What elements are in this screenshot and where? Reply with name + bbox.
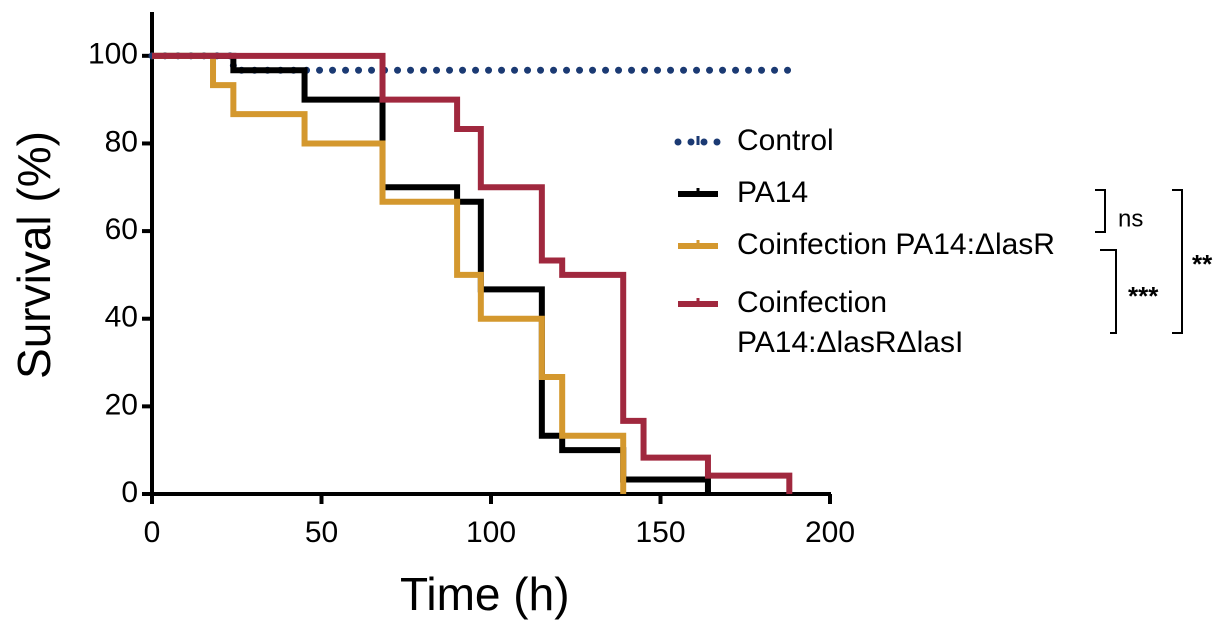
survival-line	[152, 52, 793, 494]
legend-label: Coinfection PA14:ΔlasRΔlasI	[737, 286, 964, 359]
bracket	[1095, 189, 1106, 233]
x-tick-label: 50	[305, 516, 338, 549]
x-tick-label: 0	[144, 516, 161, 549]
legend-label: PA14	[737, 176, 809, 209]
y-tick-label: 20	[105, 388, 138, 421]
y-axis-label: Survival (%)	[8, 131, 60, 379]
x-tick-label: 100	[466, 516, 516, 549]
y-tick-label: 80	[105, 125, 138, 158]
brackets	[1095, 189, 1183, 334]
y-tick-label: 40	[105, 301, 138, 334]
bracket	[1172, 189, 1183, 334]
x-tick-label: 200	[805, 516, 855, 549]
annotation: ns	[1118, 205, 1143, 232]
y-tick-label: 60	[105, 213, 138, 246]
bracket	[1100, 249, 1117, 334]
y-tick-label: 0	[121, 476, 138, 509]
legend-label: Coinfection PA14:ΔlasR	[737, 228, 1055, 261]
y-tick-label: 100	[88, 38, 138, 71]
annotation: ***	[1128, 281, 1159, 311]
x-tick-label: 150	[635, 516, 685, 549]
annotation: **	[1192, 249, 1213, 279]
legend-label: Control	[737, 124, 834, 157]
survival-line	[152, 52, 627, 494]
x-axis-label: Time (h)	[400, 568, 570, 620]
